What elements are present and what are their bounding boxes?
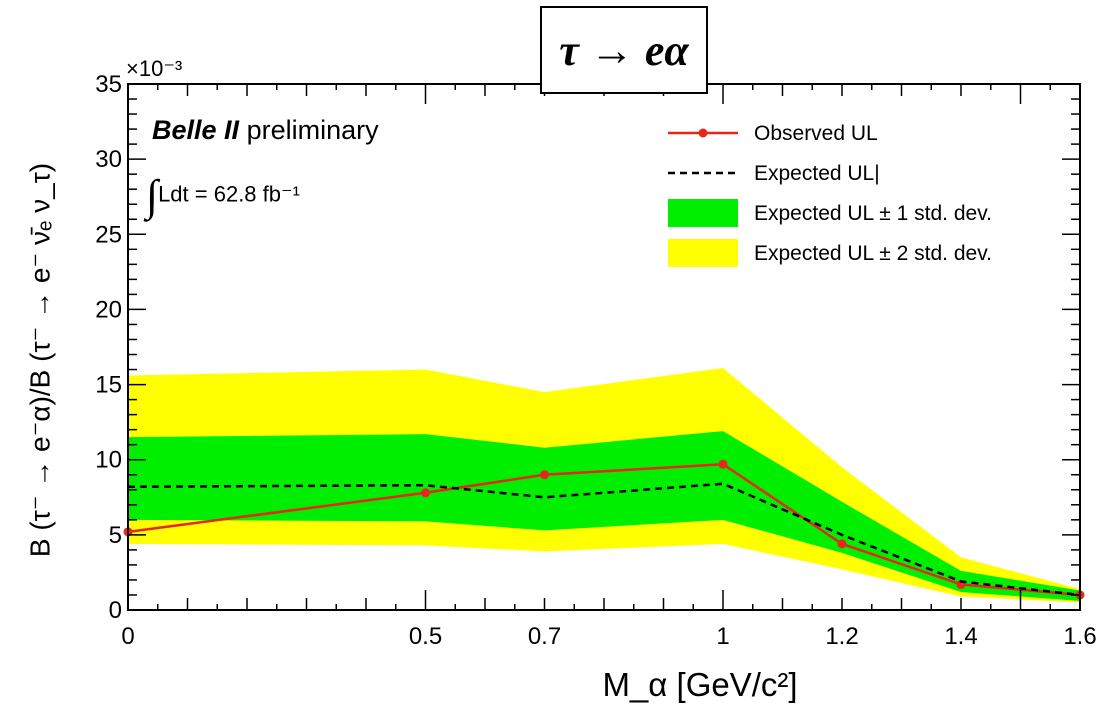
observed-ul-point bbox=[540, 470, 549, 480]
legend-band-swatch bbox=[668, 239, 738, 267]
luminosity-label: ∫Ldt = 62.8 fb⁻¹ bbox=[146, 170, 300, 221]
y-tick-label: 25 bbox=[95, 221, 122, 248]
y-tick-label: 5 bbox=[109, 522, 122, 549]
x-tick-label: 0.7 bbox=[528, 623, 561, 650]
y-tick-label: 0 bbox=[109, 597, 122, 624]
x-tick-label: 1.4 bbox=[944, 623, 977, 650]
expected-ul-line bbox=[127, 482, 1081, 597]
x-tick-label: 0 bbox=[121, 623, 134, 650]
uncertainty-bands bbox=[128, 368, 1080, 603]
observed-ul-point bbox=[837, 539, 847, 549]
band-1sigma bbox=[128, 431, 1080, 601]
integral-symbol: ∫ bbox=[146, 171, 159, 220]
limit-lines bbox=[123, 459, 1085, 600]
legend-label: Expected UL ± 2 std. dev. bbox=[754, 242, 992, 265]
tick-labels: 0 5 10 15 20 25 30 35 0 0.5 0.7 1 1.2 1.4 1.6 bbox=[95, 71, 1096, 650]
luminosity-text: Ldt = 62.8 fb⁻¹ bbox=[158, 181, 300, 207]
y-tick-label: 10 bbox=[95, 447, 122, 474]
y-tick-label: 30 bbox=[95, 146, 122, 173]
observed-ul-point bbox=[421, 488, 430, 498]
x-tick-label: 1.6 bbox=[1063, 623, 1096, 650]
legend: Observed UL Expected UL| Expected UL ± 1 s… bbox=[668, 122, 992, 267]
legend-label: Expected UL| bbox=[754, 162, 880, 185]
experiment-label: Belle II preliminary bbox=[152, 115, 379, 146]
legend-observed-marker bbox=[698, 128, 708, 138]
experiment-name: Belle II bbox=[152, 115, 240, 145]
legend-label: Observed UL bbox=[754, 122, 878, 145]
legend-band-swatch bbox=[668, 199, 738, 227]
y-tick-label: 20 bbox=[95, 296, 122, 323]
x-tick-label: 1.2 bbox=[825, 623, 858, 650]
y-tick-label: 15 bbox=[95, 372, 122, 399]
x-axis-label: M_α [GeV/c²] bbox=[602, 666, 798, 703]
chart-title-text: τ → eα bbox=[559, 25, 689, 75]
y-tick-label: 35 bbox=[95, 71, 122, 98]
chart-title: τ → eα bbox=[540, 6, 708, 94]
y-exponent-label: ×10⁻³ bbox=[126, 56, 183, 81]
x-tick-label: 1 bbox=[716, 623, 729, 650]
experiment-suffix: preliminary bbox=[246, 115, 379, 145]
x-tick-label: 0.5 bbox=[409, 623, 442, 650]
observed-ul-point bbox=[718, 459, 728, 469]
y-axis-label: B (τ⁻ → e⁻α)/B (τ⁻ → e⁻ ν̄ₑ ν_τ) bbox=[24, 162, 56, 558]
legend-label: Expected UL ± 1 std. dev. bbox=[754, 202, 992, 225]
